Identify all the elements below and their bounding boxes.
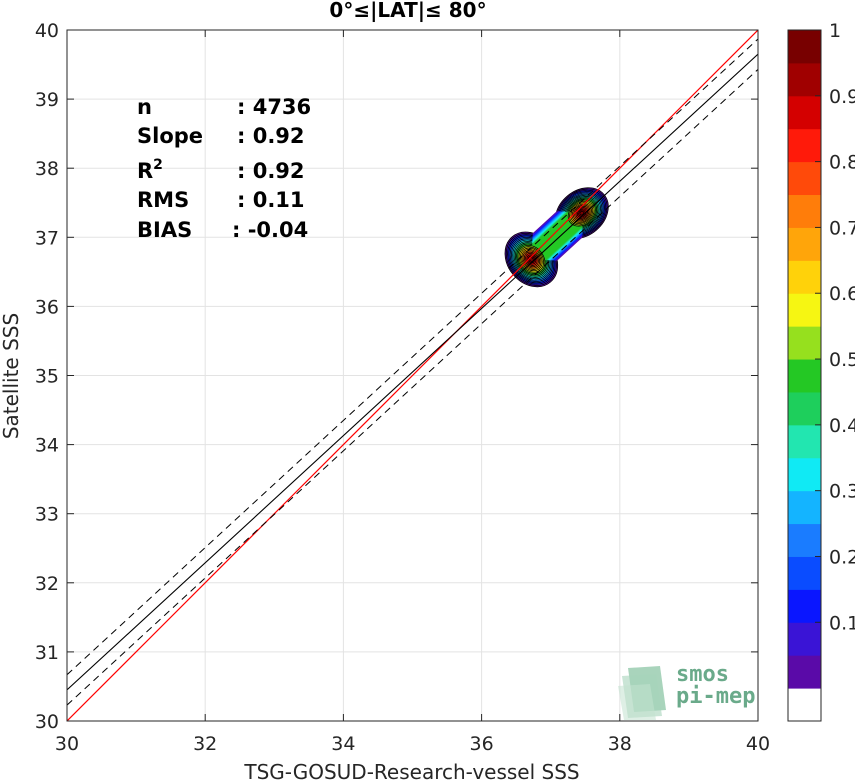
y-tick-label: 34 <box>35 435 59 457</box>
confidence-line <box>67 69 758 706</box>
contour-level <box>529 210 585 262</box>
stat-value: : 4736 <box>237 95 311 119</box>
colorbar-swatch <box>788 161 821 196</box>
colorbar-frame <box>787 29 822 722</box>
x-tick-label: 34 <box>331 733 355 755</box>
stat-value: : -0.04 <box>232 218 308 242</box>
colorbar-swatch <box>788 688 821 722</box>
y-tick-label: 31 <box>35 642 59 664</box>
colorbar-swatch <box>788 424 821 459</box>
colorbar-tick-label: 0.5 <box>829 349 855 371</box>
y-tick-label: 30 <box>35 711 59 733</box>
y-tick-label: 37 <box>35 227 59 249</box>
colorbar-swatch <box>788 194 821 228</box>
y-tick-label: 40 <box>35 20 59 42</box>
colorbar-swatch <box>788 326 821 360</box>
colorbar-swatch <box>788 523 821 557</box>
stat-value: : 0.92 <box>237 124 305 148</box>
colorbar-swatch <box>788 95 821 130</box>
y-tick-labels: 30 31 32 33 34 35 36 37 38 39 40 <box>35 20 59 733</box>
colorbar-swatch <box>788 30 821 64</box>
y-tick-label: 36 <box>35 296 59 318</box>
colorbar-tick-label: 0.3 <box>829 481 855 503</box>
x-tick-labels: 30 32 34 36 38 40 <box>55 733 770 755</box>
colorbar-swatch <box>788 490 821 525</box>
stat-value: : 0.11 <box>237 188 305 212</box>
colorbar-tick-label: 0.2 <box>829 546 855 568</box>
colorbar-swatch <box>788 655 821 689</box>
colorbar-swatch <box>788 622 821 656</box>
x-tick-label: 38 <box>608 733 632 755</box>
stat-label: BIAS <box>137 218 192 242</box>
stat-label: n <box>137 95 152 119</box>
colorbar-swatch <box>788 128 821 163</box>
chart-title: 0°≤|LAT|≤ 80° <box>329 0 486 22</box>
stat-label: R2 <box>137 157 163 183</box>
colorbar-tick-label: 0.4 <box>829 415 855 437</box>
x-tick-label: 32 <box>193 733 217 755</box>
stats-box: n : 4736 Slope : 0.92 R2 : 0.92 RMS : 0.11 BIAS:… <box>137 95 311 242</box>
y-tick-label: 32 <box>35 573 59 595</box>
colorbar-swatch <box>788 293 821 327</box>
density-contours <box>504 187 609 288</box>
colorbar-tick-label: 0.6 <box>829 283 855 305</box>
stat-label: RMS <box>137 188 189 212</box>
colorbar-tick-label: 1 <box>829 20 841 42</box>
colorbar-swatch <box>788 62 821 97</box>
axis-ticks <box>66 29 759 722</box>
x-tick-label: 30 <box>55 733 79 755</box>
smos-pi-mep-logo: smos pi-mep <box>618 662 755 720</box>
colorbar-swatch <box>788 359 821 393</box>
y-tick-label: 35 <box>35 366 59 388</box>
stat-label: Slope <box>137 124 203 148</box>
colorbar: 0.1 0.2 0.3 0.4 0.5 0.6 0.7 0.8 0.9 1 <box>787 20 855 722</box>
y-tick-label: 39 <box>35 89 59 111</box>
reference-lines <box>67 30 758 721</box>
colorbar-swatch <box>788 391 821 426</box>
contour-blob <box>579 210 585 216</box>
colorbar-swatch <box>788 556 821 590</box>
grid <box>66 29 759 722</box>
colorbar-tick-label: 0.7 <box>829 217 855 239</box>
colorbar-swatch <box>788 589 821 623</box>
x-tick-label: 40 <box>746 733 770 755</box>
confidence-line <box>67 38 758 676</box>
colorbar-swatch <box>788 227 821 261</box>
y-tick-label: 33 <box>35 504 59 526</box>
colorbar-swatch <box>788 260 821 294</box>
x-axis-label: TSG-GOSUD-Research-vessel SSS <box>243 760 579 784</box>
stat-value: : 0.92 <box>237 159 305 183</box>
colorbar-tick-label: 0.1 <box>829 612 855 634</box>
y-tick-label: 38 <box>35 158 59 180</box>
regression-line <box>67 53 758 691</box>
colorbar-swatch <box>788 457 821 492</box>
logo-line1: smos <box>676 662 729 687</box>
colorbar-tick-label: 0.9 <box>829 86 855 108</box>
colorbar-tick-label: 0.8 <box>829 152 855 174</box>
y-axis-label: Satellite SSS <box>0 313 23 439</box>
x-tick-label: 36 <box>470 733 494 755</box>
logo-line2: pi-mep <box>676 684 755 709</box>
